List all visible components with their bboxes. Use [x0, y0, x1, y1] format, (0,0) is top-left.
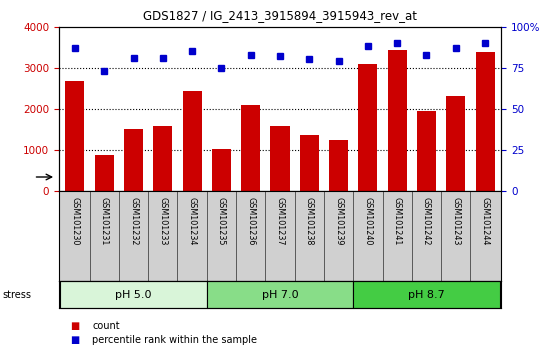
Text: GSM101237: GSM101237 [276, 198, 284, 246]
Text: GDS1827 / IG_2413_3915894_3915943_rev_at: GDS1827 / IG_2413_3915894_3915943_rev_at [143, 9, 417, 22]
Text: GSM101244: GSM101244 [480, 198, 489, 246]
Text: GSM101240: GSM101240 [363, 198, 372, 246]
Text: pH 8.7: pH 8.7 [408, 290, 445, 300]
Bar [300, 135, 319, 191]
Text: GSM101243: GSM101243 [451, 198, 460, 246]
Bar [358, 64, 377, 191]
Bar [183, 91, 202, 191]
Bar [153, 126, 172, 191]
Bar [475, 52, 494, 191]
Text: GSM101234: GSM101234 [188, 198, 197, 246]
Text: percentile rank within the sample: percentile rank within the sample [92, 335, 258, 345]
Text: count: count [92, 321, 120, 331]
Bar [95, 155, 114, 191]
Text: GSM101231: GSM101231 [100, 198, 109, 246]
Text: ■: ■ [70, 321, 80, 331]
Text: GSM101236: GSM101236 [246, 198, 255, 246]
Bar [124, 129, 143, 191]
Text: stress: stress [3, 290, 32, 299]
Text: GSM101230: GSM101230 [71, 198, 80, 246]
Text: GSM101238: GSM101238 [305, 198, 314, 246]
Bar [388, 50, 407, 191]
Bar [60, 281, 207, 308]
Text: pH 7.0: pH 7.0 [262, 290, 298, 300]
Text: GSM101233: GSM101233 [158, 198, 167, 246]
Text: GSM101241: GSM101241 [393, 198, 402, 246]
Bar [207, 281, 353, 308]
Text: pH 5.0: pH 5.0 [115, 290, 152, 300]
Text: GSM101232: GSM101232 [129, 198, 138, 246]
Bar [270, 126, 290, 191]
Bar [446, 96, 465, 191]
Bar [329, 140, 348, 191]
Text: GSM101242: GSM101242 [422, 198, 431, 246]
Bar [417, 110, 436, 191]
Bar [66, 81, 85, 191]
Text: GSM101235: GSM101235 [217, 198, 226, 246]
Bar [212, 149, 231, 191]
Bar [241, 105, 260, 191]
Text: ■: ■ [70, 335, 80, 345]
Text: GSM101239: GSM101239 [334, 198, 343, 246]
Bar [353, 281, 500, 308]
